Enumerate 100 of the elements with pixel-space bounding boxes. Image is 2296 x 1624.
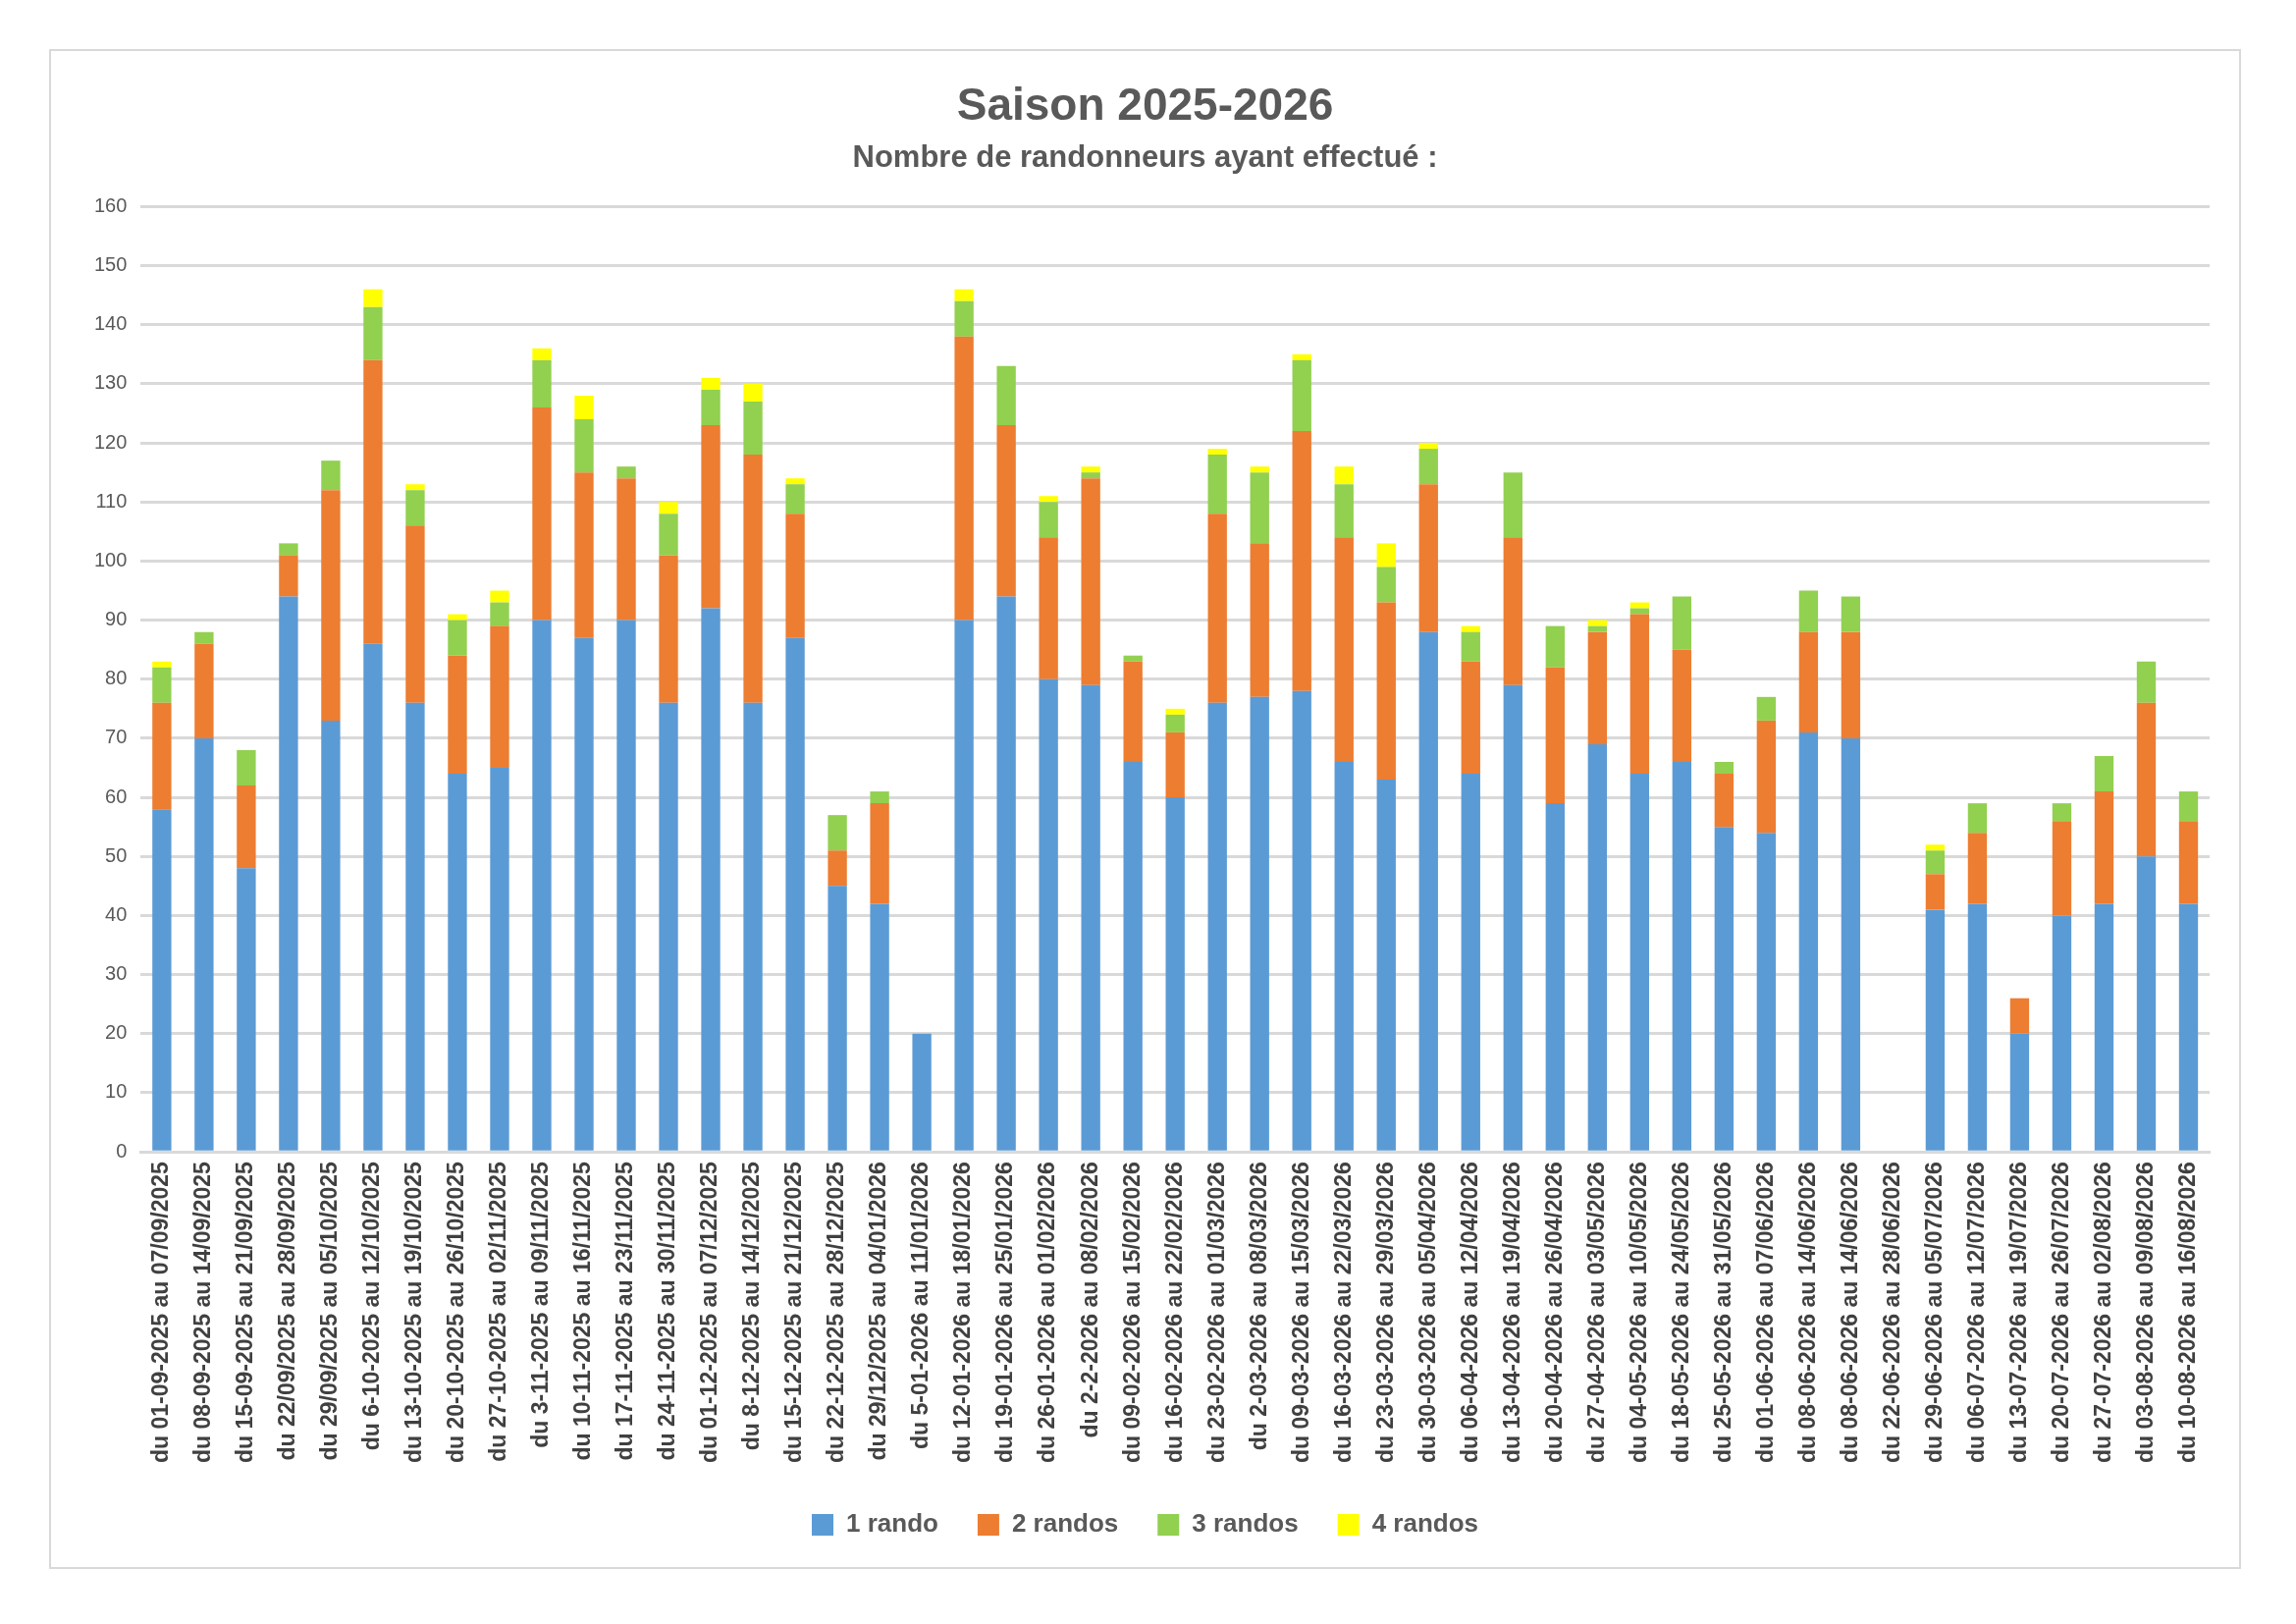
bar [1334, 484, 1354, 538]
bar [616, 478, 636, 621]
bar [279, 596, 298, 1151]
bar [1165, 714, 1185, 732]
bar [785, 637, 805, 1151]
bar [1039, 496, 1058, 503]
bar [1334, 762, 1354, 1151]
bar [1165, 731, 1185, 798]
bar [1629, 602, 1649, 609]
x-tick-label: du 5-01-2026 au 11/01/2026 [907, 1162, 934, 1449]
bar [1165, 708, 1185, 715]
bar [2094, 755, 2114, 792]
bar [1461, 661, 1480, 775]
bar [701, 377, 721, 390]
bar [1123, 661, 1143, 762]
bar [616, 466, 636, 479]
bar [1925, 874, 1946, 910]
x-tick-label: du 13-04-2026 au 19/04/2026 [1498, 1162, 1524, 1463]
bar [2094, 791, 2114, 904]
bar [1461, 625, 1480, 632]
bar [152, 809, 172, 1151]
bar [954, 620, 974, 1151]
bar [1207, 702, 1227, 1151]
bar [2136, 856, 2157, 1151]
bar [1418, 631, 1438, 1151]
bar [1798, 631, 1819, 732]
bar [152, 702, 172, 810]
bar [194, 643, 214, 738]
bar [1967, 833, 1988, 904]
y-tick-label: 80 [105, 667, 128, 689]
x-tick-label: du 12-01-2026 au 18/01/2026 [949, 1162, 976, 1463]
bar [785, 484, 805, 514]
bar [828, 815, 847, 851]
x-tick-label: du 8-12-2025 au 14/12/2025 [738, 1161, 765, 1451]
x-tick-label: du 3-11-2025 au 09/11/2025 [527, 1161, 554, 1448]
y-tick-label: 30 [105, 962, 128, 985]
bar [954, 300, 974, 337]
bar [2052, 803, 2072, 822]
x-tick-label: du 16-03-2026 au 22/03/2026 [1329, 1162, 1356, 1463]
bar [1629, 774, 1649, 1151]
x-tick-label: du 08-06-2026 au 14/06/2026 [1836, 1162, 1862, 1463]
bar [870, 791, 889, 804]
bar [574, 472, 594, 638]
y-tick-label: 10 [105, 1080, 128, 1103]
y-tick-label: 60 [105, 785, 128, 807]
bar [1081, 684, 1100, 1151]
x-tick-label: du 19-01-2026 au 25/01/2026 [991, 1162, 1018, 1463]
bar [1967, 803, 1988, 834]
bar [1376, 602, 1396, 781]
bar [1418, 449, 1438, 485]
x-tick-label: du 06-04-2026 au 12/04/2026 [1456, 1162, 1482, 1463]
bar [1925, 844, 1946, 851]
bar [405, 525, 425, 703]
y-tick-label: 160 [93, 193, 128, 216]
bar [237, 868, 256, 1151]
bar [1334, 466, 1354, 485]
bar [1756, 720, 1777, 834]
bar [237, 749, 256, 786]
bar [363, 289, 383, 307]
bar [659, 555, 678, 703]
bar [1756, 833, 1777, 1151]
bar [743, 702, 763, 1151]
bar [152, 661, 172, 668]
bar [1629, 608, 1649, 615]
y-tick-label: 100 [93, 548, 128, 570]
bar [2136, 661, 2157, 703]
x-tick-label: du 06-07-2026 au 12/07/2026 [1962, 1162, 1989, 1463]
x-tick-label: du 13-07-2026 au 19/07/2026 [2004, 1162, 2031, 1463]
bar [1376, 567, 1396, 603]
bar [659, 502, 678, 514]
bar [405, 490, 425, 526]
legend-label: 2 randos [1011, 1508, 1119, 1539]
bar [1587, 743, 1607, 1151]
x-tick-label: du 09-02-2026 au 15/02/2026 [1118, 1162, 1145, 1463]
bar [1123, 655, 1143, 662]
bar [448, 620, 467, 656]
bar [1207, 455, 1227, 514]
bar [743, 401, 763, 456]
bar [1841, 596, 1861, 632]
bar [616, 620, 636, 1151]
bar [1672, 596, 1692, 650]
bar [363, 643, 383, 1151]
x-tick-label: du 6-10-2025 au 12/10/2025 [358, 1161, 385, 1451]
x-tick-label: du 18-05-2026 au 24/05/2026 [1667, 1162, 1693, 1463]
bar [1039, 537, 1058, 679]
bar [2052, 915, 2072, 1151]
chart-title: Saison 2025-2026 [956, 79, 1334, 131]
bar [1250, 696, 1269, 1151]
bar [574, 419, 594, 473]
bar [532, 620, 552, 1151]
x-tick-label: du 2-03-2026 au 08/03/2026 [1245, 1162, 1271, 1451]
chart-subtitle: Nombre de randonneurs ayant effectué : [852, 139, 1438, 175]
bar [363, 306, 383, 360]
bar [701, 389, 721, 426]
bar [1587, 620, 1607, 626]
bar [1714, 762, 1735, 775]
y-tick-label: 90 [105, 608, 128, 630]
bar [1376, 780, 1396, 1151]
bar [1672, 762, 1692, 1151]
x-tick-label: du 27-04-2026 au 03/05/2026 [1582, 1162, 1609, 1463]
